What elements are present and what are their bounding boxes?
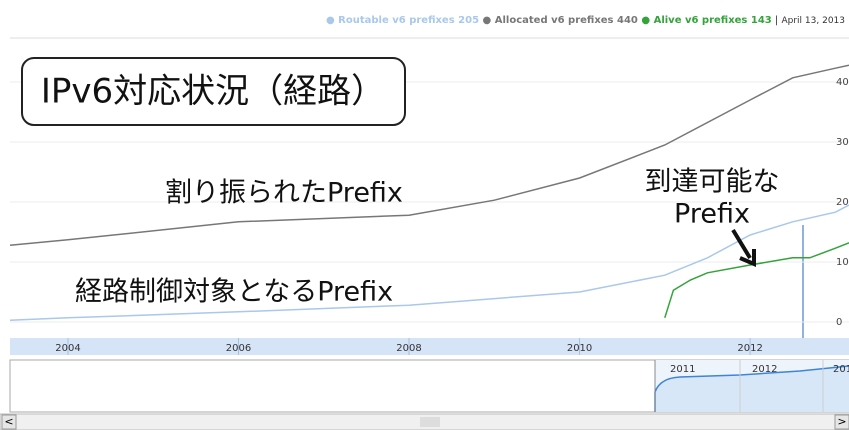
series-line xyxy=(664,242,849,319)
annotation: 到達可能な xyxy=(645,167,780,198)
legend-name: Alive v6 prefixes xyxy=(654,15,748,26)
legend: ● Routable v6 prefixes 205 ● Allocated v… xyxy=(326,15,845,26)
y-tick-label: 0 xyxy=(836,317,842,328)
scroll-left-icon: < xyxy=(4,415,13,428)
legend-sep: | xyxy=(772,15,782,26)
legend-bullet: ● xyxy=(326,15,338,26)
annotation: 経路制御対象となるPrefix xyxy=(75,277,393,308)
legend-date: April 13, 2013 xyxy=(781,16,845,26)
legend-bullet: ● xyxy=(638,15,654,26)
series-line xyxy=(9,64,849,246)
navigator-area xyxy=(655,366,849,412)
arrow xyxy=(731,228,752,260)
navigator-label: 2013 xyxy=(833,364,849,375)
annotation: Prefix xyxy=(674,199,750,230)
x-tick-label: 2012 xyxy=(737,343,762,354)
arrow-head xyxy=(739,249,756,268)
navigator-label: 2012 xyxy=(752,364,777,375)
y-tick-label: 100 xyxy=(836,257,849,268)
annotation: 割り振られたPrefix xyxy=(165,178,403,209)
x-tick-label: 2006 xyxy=(226,343,251,354)
scroll-right[interactable] xyxy=(834,414,849,430)
scroll-thumb[interactable] xyxy=(420,417,440,427)
title-box xyxy=(21,57,406,126)
navigator-line xyxy=(654,365,849,412)
series-line xyxy=(9,204,849,321)
y-tick-label: 400 xyxy=(836,77,849,88)
x-tick-label: 2010 xyxy=(567,343,592,354)
y-tick-label: 200 xyxy=(836,197,849,208)
legend-value: 143 xyxy=(751,15,772,26)
x-axis-band xyxy=(10,338,849,355)
legend-bullet: ● xyxy=(479,15,495,26)
navigator-label: 2011 xyxy=(670,364,695,375)
x-tick-label: 2004 xyxy=(55,343,80,354)
y-tick-label: 300 xyxy=(836,137,849,148)
chart-title: IPv6対応状況（経路） xyxy=(41,72,385,112)
legend-value: 205 xyxy=(458,15,479,26)
x-tick-label: 2008 xyxy=(396,343,421,354)
legend-name: Allocated v6 prefixes xyxy=(495,15,614,26)
scroll-right-icon: > xyxy=(837,415,846,428)
legend-name: Routable v6 prefixes xyxy=(338,15,455,26)
scroll-left[interactable] xyxy=(1,414,17,430)
legend-value: 440 xyxy=(617,15,638,26)
